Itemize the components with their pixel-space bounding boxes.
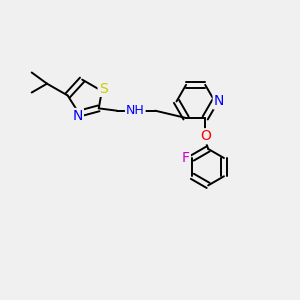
Text: N: N bbox=[214, 94, 224, 108]
Text: F: F bbox=[182, 151, 190, 165]
Text: NH: NH bbox=[126, 104, 145, 117]
Text: S: S bbox=[99, 82, 107, 96]
Text: O: O bbox=[200, 129, 211, 143]
Text: N: N bbox=[73, 109, 83, 123]
